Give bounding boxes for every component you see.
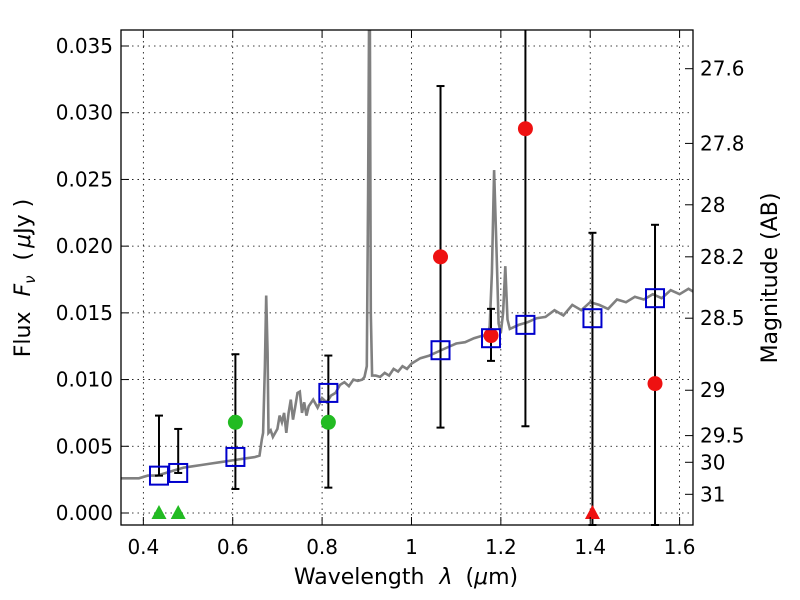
model-square-point bbox=[481, 328, 502, 349]
green-circle-point bbox=[227, 414, 243, 430]
y2-tick-label: 28.5 bbox=[700, 306, 745, 330]
x-axis-label: Wavelength λ (μm) bbox=[294, 565, 518, 590]
y-tick-label: 0.015 bbox=[56, 301, 113, 325]
x-tick-label: 1.6 bbox=[664, 535, 696, 559]
grid-layer bbox=[121, 30, 693, 525]
x-tick-label: 0.6 bbox=[217, 535, 249, 559]
marker-layer bbox=[148, 121, 666, 519]
green-circle-point bbox=[320, 414, 336, 430]
y2-tick-label: 27.8 bbox=[700, 131, 745, 155]
model-square-point bbox=[515, 314, 536, 335]
y-tick-label: 0.025 bbox=[56, 167, 113, 191]
y-tick-label: 0.005 bbox=[56, 434, 113, 458]
y2-axis-label: Magnitude (AB) bbox=[758, 193, 783, 364]
errorbar-layer bbox=[154, 30, 660, 526]
green-triangle-point bbox=[151, 504, 167, 519]
x-tick-label: 1.2 bbox=[485, 535, 517, 559]
model-square-point bbox=[430, 340, 451, 361]
y2-tick-label: 27.6 bbox=[700, 57, 745, 81]
y2-tick-label: 28 bbox=[700, 193, 725, 217]
model-square-point bbox=[168, 462, 189, 483]
x-tick-label: 0.8 bbox=[306, 535, 338, 559]
model-square-point bbox=[582, 308, 603, 329]
model-square-point bbox=[318, 382, 339, 403]
x-tick-label: 0.4 bbox=[127, 535, 159, 559]
x-tick-label: 1 bbox=[405, 535, 418, 559]
y2-tick-label: 31 bbox=[700, 482, 725, 506]
label-layer: 0.4 0.6 0.8 1 1.2 1.4 1.6 0.000 0.005 0.010 0.015 0… bbox=[56, 34, 745, 559]
spectrum-line bbox=[121, 30, 693, 480]
model-square-point bbox=[225, 446, 246, 467]
x-tick-label: 1.4 bbox=[574, 535, 606, 559]
red-circle-point bbox=[483, 328, 499, 344]
green-triangle-point bbox=[170, 504, 186, 519]
y-tick-label: 0.010 bbox=[56, 368, 113, 392]
y-tick-label: 0.030 bbox=[56, 101, 113, 125]
y-tick-label: 0.020 bbox=[56, 234, 113, 258]
y-tick-label: 0.000 bbox=[56, 501, 113, 525]
red-triangle-point bbox=[584, 504, 600, 519]
red-circle-point bbox=[517, 121, 533, 137]
y-axis-label: Flux Fν (μJy ) bbox=[11, 199, 41, 357]
model-square-point bbox=[148, 465, 169, 486]
y2-tick-label: 29.5 bbox=[700, 424, 745, 448]
tick-layer bbox=[121, 30, 693, 525]
y2-tick-label: 29 bbox=[700, 378, 725, 402]
plot-frame bbox=[120, 29, 694, 526]
model-square-point bbox=[645, 288, 666, 309]
y-tick-label: 0.035 bbox=[56, 34, 113, 58]
y2-tick-label: 28.2 bbox=[700, 245, 745, 269]
red-circle-point bbox=[647, 376, 663, 392]
red-circle-point bbox=[433, 249, 449, 265]
plot-area bbox=[121, 30, 693, 480]
y2-tick-label: 30 bbox=[700, 450, 725, 474]
